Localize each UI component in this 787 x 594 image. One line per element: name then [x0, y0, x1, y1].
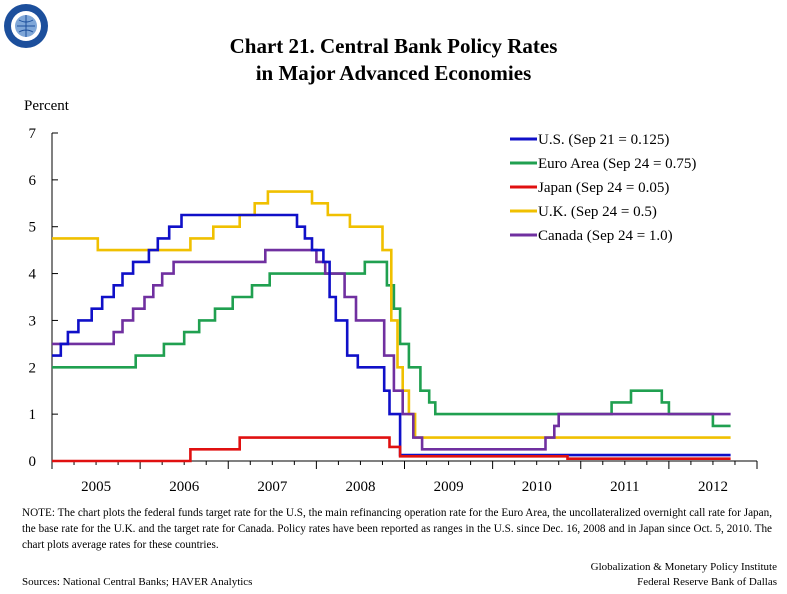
- x-tick-label: 2012: [698, 479, 728, 495]
- y-tick-label: 7: [29, 126, 37, 142]
- legend-entry: Canada (Sep 24 = 1.0): [538, 228, 673, 244]
- x-tick-label: 2009: [434, 479, 464, 495]
- chart-legend: U.S. (Sep 21 = 0.125) Euro Area (Sep 24 =…: [510, 132, 696, 244]
- y-tick-label: 4: [29, 267, 37, 283]
- policy-rates-chart: 0 1 2 3 4 5 6 7 2005 2006 2007 2008 2009 2010 2011 2012…: [29, 126, 758, 495]
- credit-institute: Globalization & Monetary Policy Institut…: [590, 561, 777, 573]
- y-tick-label: 0: [29, 454, 37, 470]
- legend-entry: Euro Area (Sep 24 = 0.75): [538, 156, 696, 172]
- credit-block: Globalization & Monetary Policy Institut…: [591, 560, 777, 590]
- series-line: [52, 190, 731, 439]
- series-line: [52, 436, 731, 463]
- series-lines: [52, 190, 731, 463]
- series-line: [52, 213, 731, 457]
- legend-entry: U.K. (Sep 24 = 0.5): [538, 204, 657, 220]
- y-tick-label: 6: [29, 173, 37, 189]
- x-tick-label: 2010: [522, 479, 552, 495]
- x-tick-label: 2007: [257, 479, 288, 495]
- series-line: [52, 260, 731, 428]
- y-tick-label: 2: [29, 360, 37, 376]
- series-line: [52, 248, 731, 451]
- sources-line: Sources: National Central Banks; HAVER A…: [22, 576, 253, 588]
- x-tick-label: 2005: [81, 479, 111, 495]
- x-tick-label: 2008: [345, 479, 375, 495]
- chart-note: NOTE: The chart plots the federal funds …: [22, 507, 772, 551]
- chart-title-line1: Chart 21. Central Bank Policy Rates: [229, 34, 558, 58]
- y-axis-label: Percent: [24, 98, 69, 114]
- y-tick-label: 1: [29, 407, 37, 423]
- y-tick-label: 5: [29, 220, 37, 236]
- x-tick-label: 2006: [169, 479, 200, 495]
- legend-entry: U.S. (Sep 21 = 0.125): [538, 132, 669, 148]
- credit-bank: Federal Reserve Bank of Dallas: [637, 576, 777, 588]
- x-tick-label: 2011: [610, 479, 639, 495]
- institute-logo: [4, 4, 48, 48]
- legend-entry: Japan (Sep 24 = 0.05): [538, 180, 669, 196]
- chart-axes: 0 1 2 3 4 5 6 7 2005 2006 2007 2008 2009 2010 2011 2012: [29, 126, 758, 495]
- y-tick-label: 3: [29, 313, 37, 329]
- chart-title-line2: in Major Advanced Economies: [255, 61, 532, 85]
